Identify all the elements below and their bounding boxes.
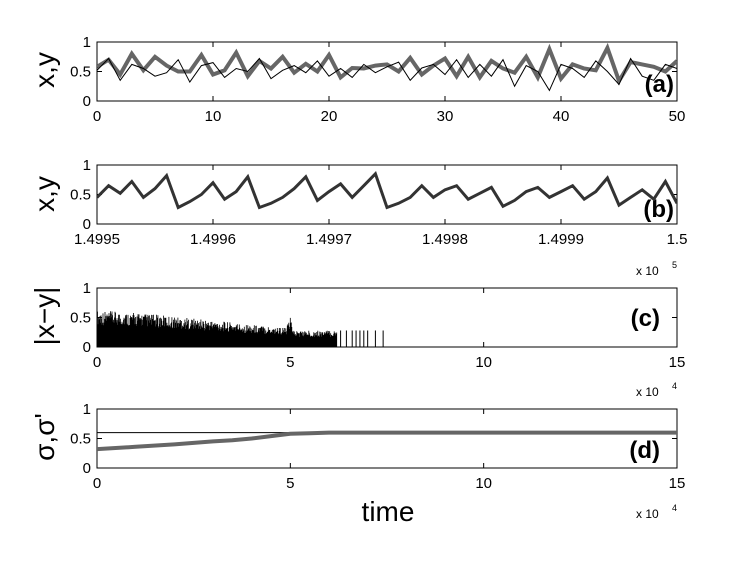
panel-b-label: (b) — [643, 196, 674, 223]
panel-c-ytick-label: 1 — [83, 280, 91, 297]
panel-b-xtick-label: 1.4999 — [538, 231, 584, 248]
panel-c-plot-area — [97, 311, 384, 347]
panel-a-series-1-line — [97, 42, 677, 86]
panel-c-multiplier-exp: 4 — [672, 381, 677, 391]
panel-b-xtick-label: 1.4997 — [306, 231, 352, 248]
panel-a-xtick-label: 30 — [437, 108, 454, 125]
panel-a-ytick-label: 1 — [83, 34, 91, 51]
panel-d-plot-area — [97, 430, 677, 452]
panel-a-plot-area — [97, 42, 677, 92]
panel-b-multiplier-exp: 5 — [672, 260, 677, 270]
panel-c: |x−y| (c) x 10 4 00.510 5 10 15 — [29, 280, 685, 399]
panel-c-spike-block — [97, 311, 338, 347]
panel-a-ytick-label: 0.5 — [70, 64, 91, 81]
panel-a-xtick-label: 0 — [93, 108, 101, 125]
panel-c-xtick-label: 5 — [286, 354, 294, 371]
panel-b-plot-area — [97, 171, 677, 210]
panel-a-ylabel: x,y — [29, 52, 60, 88]
panel-c-ytick-label: 0.5 — [70, 310, 91, 327]
panel-d-label: (d) — [629, 437, 660, 464]
panel-b: x,y (b) x 10 5 0 0.5 1 1.4995 1.4996 1.4997 1.… — [29, 157, 687, 278]
panel-d-ylabel: σ,σ' — [29, 413, 60, 461]
panel-c-xtick-label: 10 — [475, 354, 492, 371]
panel-a-ytick-label: 0 — [83, 93, 91, 110]
panel-d-xlabel: time — [362, 496, 415, 527]
panel-b-ytick-label: 0 — [83, 216, 91, 233]
panel-c-ytick-label: 0 — [83, 339, 91, 356]
panel-b-ytick-label: 1 — [83, 157, 91, 174]
panel-a-xtick-label: 10 — [205, 108, 222, 125]
panel-b-ylabel: x,y — [29, 176, 60, 212]
panel-c-xtick-label: 0 — [93, 354, 101, 371]
panel-d-series-1-line — [97, 430, 677, 452]
panel-a-xtick-label: 20 — [321, 108, 338, 125]
panel-c-multiplier: x 10 — [636, 385, 659, 399]
panel-d-ytick-label: 1 — [83, 401, 91, 418]
panel-b-multiplier: x 10 — [636, 264, 659, 278]
panel-c-xtick-label: 15 — [669, 354, 686, 371]
panel-b-xtick-label: 1.4998 — [422, 231, 468, 248]
panel-a-label: (a) — [645, 71, 674, 98]
panel-b-series-1-line — [97, 171, 677, 210]
panel-d-xtick-label: 0 — [93, 475, 101, 492]
panel-d-xtick-label: 5 — [286, 475, 294, 492]
panel-d-xtick-label: 15 — [669, 475, 686, 492]
panel-a-xtick-label: 40 — [553, 108, 570, 125]
panel-b-ytick-label: 0.5 — [70, 187, 91, 204]
panel-a-series-2-line — [97, 57, 677, 92]
panel-a-xtick-label: 50 — [669, 108, 686, 125]
panel-a: x,y (a) 00.510 10 20 30 40 50 — [29, 34, 685, 125]
panel-b-xtick-label: 1.4996 — [190, 231, 236, 248]
panel-c-label: (c) — [631, 305, 660, 332]
panel-b-xtick-label: 1.5 — [667, 231, 688, 248]
panel-d-ytick-label: 0.5 — [70, 431, 91, 448]
panel-d-xtick-label: 10 — [475, 475, 492, 492]
panel-d-multiplier-exp: 4 — [672, 503, 677, 513]
panel-b-xtick-label: 1.4995 — [74, 231, 120, 248]
panel-d-multiplier: x 10 — [636, 507, 659, 521]
panel-d: σ,σ' (d) x 10 4 time 00.510 5 10 15 — [29, 401, 685, 527]
panel-c-ylabel: |x−y| — [29, 287, 60, 346]
panel-d-ytick-label: 0 — [83, 460, 91, 477]
panel-d-axes-box — [96, 408, 678, 469]
